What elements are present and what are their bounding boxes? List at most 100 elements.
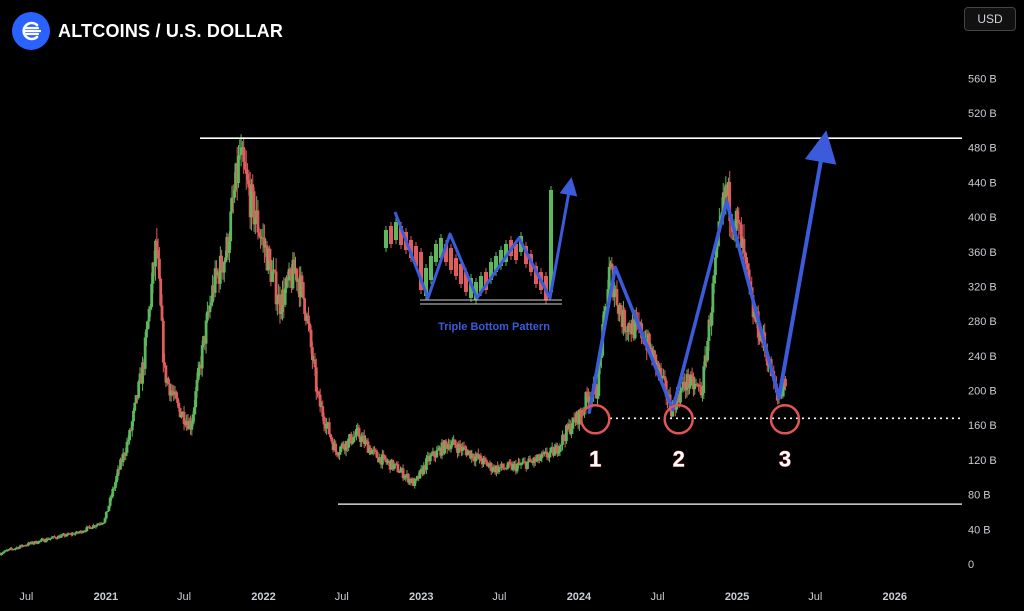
candle-body	[357, 427, 361, 438]
candle-body	[246, 173, 249, 181]
candle-body	[528, 458, 532, 462]
inset-candle-body	[474, 282, 478, 300]
candle-body	[129, 430, 133, 432]
candle-body	[12, 549, 16, 551]
candle-body	[462, 446, 466, 448]
candle-body	[238, 154, 242, 156]
candle-body	[111, 489, 115, 497]
candle-body	[430, 454, 434, 456]
y-tick-label: 520 B	[968, 108, 997, 120]
candle-body	[191, 414, 195, 424]
candle-body	[283, 288, 287, 305]
candle-body	[364, 440, 367, 444]
candle-body	[682, 381, 686, 389]
candle-body	[520, 462, 524, 465]
candle-body	[425, 458, 428, 470]
candle-body	[501, 463, 505, 468]
currency-button[interactable]: USD	[964, 7, 1016, 31]
inset-pattern-label: Triple Bottom Pattern	[438, 321, 550, 333]
candle-body	[689, 374, 693, 386]
candle-body	[463, 447, 467, 450]
candle-body	[77, 532, 81, 534]
candle-body	[231, 197, 235, 199]
candle-body	[330, 437, 334, 442]
candle-body	[53, 536, 56, 538]
candle-body	[128, 430, 132, 441]
candle-body	[712, 275, 716, 284]
candle-body	[88, 526, 91, 528]
candle-body	[679, 390, 682, 403]
candle-body	[505, 468, 509, 470]
candle-body	[291, 259, 295, 289]
candle-body	[602, 311, 606, 325]
candle-body	[151, 262, 155, 284]
inset-triple-bottom: Triple Bottom Pattern	[384, 177, 578, 333]
y-tick-label: 160 B	[968, 420, 997, 432]
candle-body	[334, 443, 338, 452]
candle-body	[383, 455, 387, 460]
inset-candle-body	[459, 264, 463, 284]
candle-body	[108, 497, 112, 506]
candle-body	[100, 523, 104, 525]
candle-body	[747, 269, 751, 282]
candle-body	[680, 388, 684, 391]
candle-body	[215, 268, 218, 276]
inset-candle-body	[534, 266, 538, 284]
candle-body	[659, 367, 663, 379]
candle-body	[37, 540, 41, 544]
candle-body	[515, 465, 519, 472]
candle-body	[146, 321, 150, 330]
candlestick-series	[0, 134, 787, 556]
candle-body	[148, 307, 152, 309]
candle-body	[453, 439, 457, 446]
candle-body	[497, 467, 501, 473]
x-tick-label: Jul	[492, 591, 506, 603]
candle-body	[610, 263, 614, 268]
candle-body	[182, 411, 186, 425]
candle-body	[471, 453, 475, 459]
candle-body	[307, 315, 310, 324]
candle-body	[273, 270, 277, 272]
candle-body	[309, 329, 313, 348]
candle-body	[94, 525, 98, 527]
inset-candle-body	[484, 272, 488, 290]
candle-body	[607, 266, 611, 290]
candle-body	[211, 285, 214, 303]
x-tick-label: Jul	[19, 591, 33, 603]
candle-body	[239, 147, 243, 155]
candle-body	[562, 434, 566, 439]
candle-body	[113, 482, 117, 489]
candle-body	[137, 381, 141, 398]
y-tick-label: 200 B	[968, 386, 997, 398]
candle-body	[49, 538, 52, 540]
candle-body	[335, 451, 339, 455]
x-tick-label: 2023	[409, 591, 433, 603]
candle-body	[107, 505, 111, 511]
candle-body	[10, 548, 14, 550]
candle-body	[327, 422, 331, 435]
candle-body	[64, 535, 68, 537]
y-tick-label: 80 B	[968, 490, 991, 502]
candle-body	[303, 298, 306, 315]
candle-body	[1, 552, 4, 554]
candle-body	[657, 362, 660, 372]
candle-body	[539, 458, 542, 461]
candle-body	[384, 459, 388, 463]
x-tick-label: Jul	[335, 591, 349, 603]
candle-body	[103, 518, 107, 523]
candle-body	[482, 457, 485, 465]
y-tick-label: 240 B	[968, 351, 997, 363]
inset-candle-body	[414, 246, 418, 266]
candle-body	[205, 311, 209, 321]
candle-body	[349, 434, 353, 444]
candle-body	[196, 368, 200, 380]
candle-body	[603, 306, 607, 312]
inset-candle-body	[514, 244, 518, 260]
candle-body	[85, 527, 89, 532]
inset-candle-body	[444, 244, 448, 262]
candle-body	[121, 453, 125, 463]
candle-body	[243, 161, 247, 170]
candle-body	[329, 434, 332, 438]
candle-body	[688, 385, 691, 388]
